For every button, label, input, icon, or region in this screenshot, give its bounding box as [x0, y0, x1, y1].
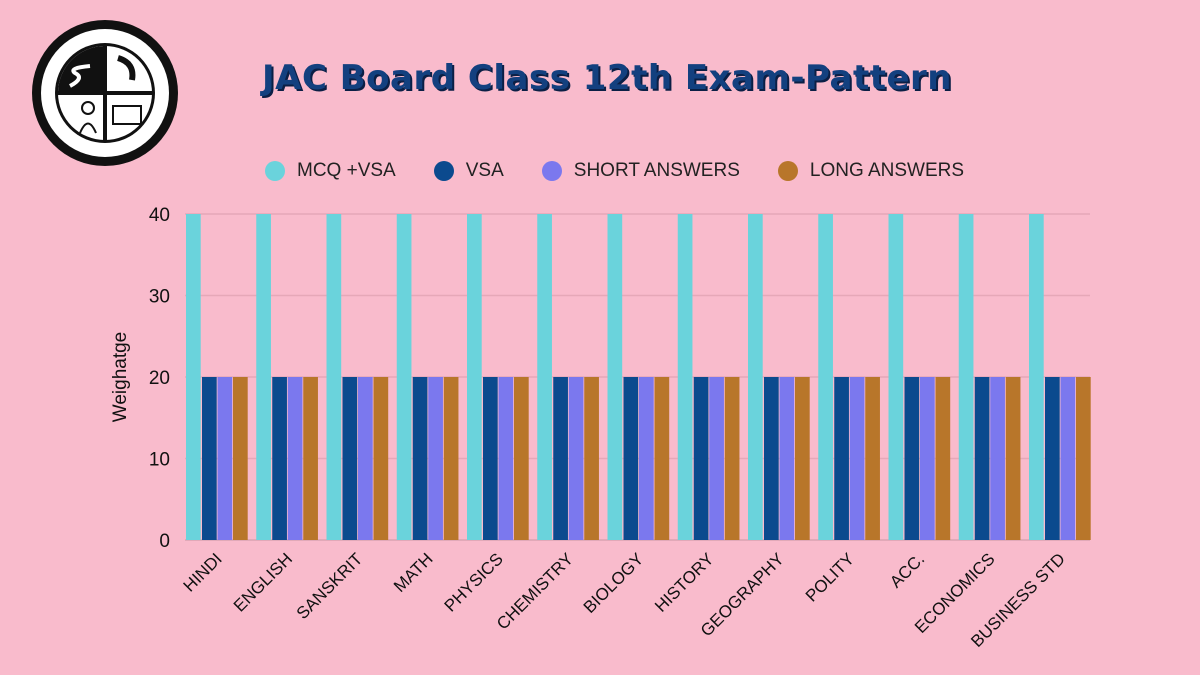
bar-vsa — [623, 377, 639, 540]
bar-vsa — [202, 377, 217, 540]
x-tick-label: HINDI — [180, 549, 226, 595]
legend-label: VSA — [465, 160, 504, 181]
x-tick-label: HISTORY — [651, 549, 717, 615]
bar-vsa — [272, 377, 287, 540]
bar-long-answers — [233, 377, 248, 540]
bar-vsa — [412, 377, 428, 540]
bar-long-answers — [865, 377, 880, 540]
bar-mcq-vsa — [818, 214, 833, 540]
x-tick-label: ENGLISH — [230, 549, 296, 615]
bar-long-answers — [724, 377, 740, 540]
bar-vsa — [834, 377, 849, 540]
bar-long-answers — [514, 377, 529, 540]
x-tick-label: SANSKRIT — [293, 549, 367, 623]
bar-mcq-vsa — [958, 214, 974, 540]
bar-long-answers — [935, 377, 951, 540]
jac-logo — [32, 20, 178, 166]
bar-long-answers — [303, 377, 318, 540]
bar-short-answers — [217, 377, 233, 540]
legend-label: SHORT ANSWERS — [573, 160, 740, 181]
y-axis-label: Weighatge — [110, 332, 131, 423]
bar-mcq-vsa — [677, 214, 693, 540]
legend-label: LONG ANSWERS — [809, 160, 965, 181]
y-tick-label: 40 — [149, 205, 170, 226]
legend-label: MCQ +VSA — [297, 160, 396, 181]
bar-long-answers — [1076, 377, 1091, 540]
bar-mcq-vsa — [1029, 214, 1044, 540]
bar-vsa — [483, 377, 498, 540]
bar-mcq-vsa — [396, 214, 412, 540]
x-tick-label: BIOLOGY — [580, 549, 648, 617]
legend-swatch — [541, 161, 562, 181]
bar-long-answers — [443, 377, 459, 540]
x-tick-label: ACC. — [886, 549, 928, 591]
bar-short-answers — [990, 377, 1005, 540]
bar-short-answers — [287, 377, 303, 540]
legend-swatch — [433, 161, 454, 181]
bar-mcq-vsa — [467, 214, 482, 540]
y-tick-label: 20 — [149, 368, 170, 389]
bar-mcq-vsa — [537, 214, 552, 540]
bar-short-answers — [920, 377, 935, 540]
x-tick-label: POLITY — [802, 549, 858, 605]
bar-mcq-vsa — [748, 214, 763, 540]
bar-vsa — [904, 377, 920, 540]
bar-long-answers — [584, 377, 599, 540]
legend-swatch — [777, 161, 798, 181]
x-tick-label: PHYSICS — [441, 549, 507, 615]
bar-short-answers — [709, 377, 724, 540]
bar-vsa — [1045, 377, 1060, 540]
bar-short-answers — [358, 377, 373, 540]
legend: MCQ +VSA VSA SHORT ANSWERS LONG ANSWERS — [265, 160, 1002, 182]
x-tick-label: MATH — [390, 549, 437, 596]
legend-item: LONG ANSWERS — [777, 160, 965, 182]
bar-vsa — [553, 377, 568, 540]
y-tick-label: 30 — [149, 287, 170, 308]
bar-mcq-vsa — [888, 214, 904, 540]
bar-vsa — [342, 377, 358, 540]
bar-short-answers — [779, 377, 795, 540]
bar-short-answers — [498, 377, 514, 540]
bar-mcq-vsa — [607, 214, 623, 540]
bar-long-answers — [795, 377, 810, 540]
y-tick-label: 10 — [149, 450, 170, 471]
bar-vsa — [693, 377, 709, 540]
legend-item: MCQ +VSA — [265, 160, 396, 182]
legend-item: VSA — [433, 160, 504, 182]
bar-short-answers — [849, 377, 865, 540]
bar-short-answers — [568, 377, 584, 540]
chart-title: JAC Board Class 12th Exam-Pattern — [262, 58, 953, 98]
bar-short-answers — [1060, 377, 1076, 540]
bar-mcq-vsa — [256, 214, 271, 540]
bar-vsa — [764, 377, 779, 540]
bar-long-answers — [654, 377, 670, 540]
bar-long-answers — [373, 377, 389, 540]
bar-vsa — [974, 377, 990, 540]
y-tick-label: 0 — [159, 531, 170, 552]
bar-long-answers — [1005, 377, 1021, 540]
legend-item: SHORT ANSWERS — [541, 160, 740, 182]
bar-short-answers — [428, 377, 443, 540]
bar-mcq-vsa — [326, 214, 342, 540]
bar-short-answers — [639, 377, 654, 540]
bar-mcq-vsa — [186, 214, 201, 540]
legend-swatch — [265, 161, 285, 181]
